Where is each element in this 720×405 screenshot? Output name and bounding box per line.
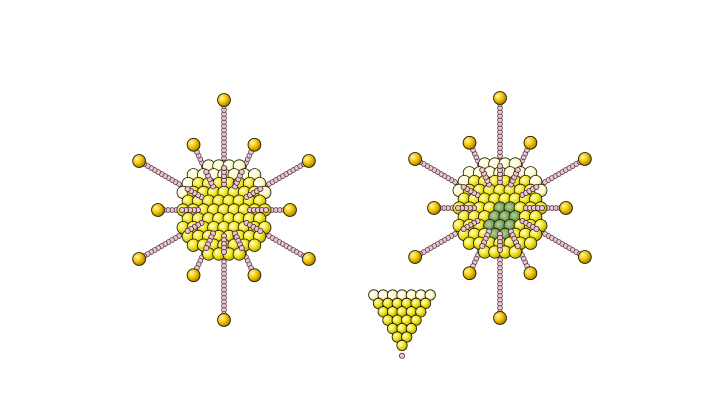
ligand-chain-bead [479,166,486,173]
ligand-end-bead [186,137,201,152]
ligand-chain-bead [460,183,467,190]
triangular-cluster-fragment [368,289,436,359]
ligand-chain-bead [460,225,467,232]
fragment-bead [419,297,432,309]
intact-nanoparticle [132,93,316,327]
ligand-end-bead [408,250,422,264]
ligand-chain-bead [238,245,245,252]
ligand-end-bead [247,137,262,152]
ligand-end-bead [217,313,231,327]
ligand-end-bead [151,203,165,217]
fragment-bead [401,331,413,343]
ligand-end-bead [217,93,231,107]
ligand-chain-bead [539,204,546,211]
ligand-chain-bead [220,248,227,255]
ligand-end-bead [247,268,262,283]
ligand-end-bead [523,266,538,281]
ligand-end-bead [559,201,573,215]
ligand-chain-bead [496,162,503,169]
fragment-bead [424,289,436,301]
ligand-end-bead [427,201,441,215]
fragment-bead [396,339,408,351]
ligand-chain-bead [220,164,227,171]
ligand-chain-bead [496,246,503,253]
ligand-end-bead [493,311,507,325]
ligand-end-bead [408,152,422,166]
fragment-bead [405,322,417,335]
ligand-end-bead [578,250,592,264]
core-bead [248,238,262,252]
ligand-chain-bead [203,168,210,175]
ligand-chain-bead [479,243,486,250]
fragment-tip-bead [398,352,405,359]
ligand-chain-bead [514,243,521,250]
ligand-chain-bead [533,183,540,190]
ligand-end-bead [493,91,507,105]
ligand-end-bead [186,268,201,283]
ligand-chain-bead [262,206,269,213]
ligand-chain-bead [514,166,521,173]
fragment-bead [410,314,422,326]
ligand-end-bead [578,152,592,166]
ligand-end-bead [302,252,316,266]
ligand-end-bead [302,154,316,168]
ligand-chain-bead [257,185,264,192]
core-bead [523,236,538,250]
ligand-end-bead [132,252,146,266]
ligand-end-bead [462,135,477,150]
ligand-chain-bead [178,206,185,213]
ligand-chain-bead [533,225,540,232]
ligand-chain-bead [257,227,264,234]
ligand-end-bead [132,154,146,168]
ligand-end-bead [523,135,538,150]
nanoparticle-with-vacancy [408,91,592,325]
fragment-bead [415,306,427,318]
ligand-end-bead [283,203,297,217]
ligand-end-bead [462,266,477,281]
ligand-chain-bead [184,227,191,234]
ligand-chain-bead [184,185,191,192]
ligand-chain-bead [454,204,461,211]
ligand-chain-bead [238,168,245,175]
ligand-chain-bead [203,245,210,252]
